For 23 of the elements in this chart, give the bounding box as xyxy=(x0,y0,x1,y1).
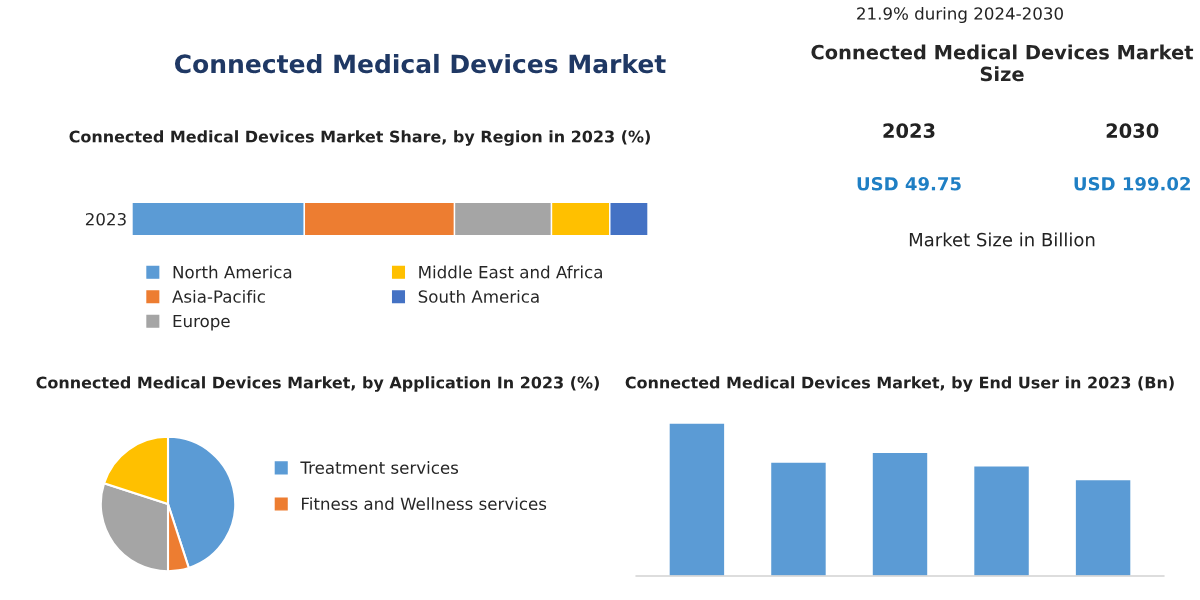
text: USD 49.75 xyxy=(857,176,961,191)
text: 2023 xyxy=(85,212,126,226)
legend-label: Asia-Pacific xyxy=(172,289,265,303)
legend-label: South America xyxy=(418,289,539,303)
bar xyxy=(972,465,1031,576)
chart-title: Connected Medical Devices Market, by End User in 2023 (Bn) xyxy=(625,376,1174,392)
legend-label: Fitness and Wellness services xyxy=(302,497,547,511)
bar xyxy=(871,451,929,576)
text: 2030 xyxy=(1106,123,1159,139)
legend-label: Europe xyxy=(173,314,230,331)
bar xyxy=(769,461,828,576)
legend-label: Treatment services xyxy=(300,461,459,474)
bar xyxy=(1074,478,1132,576)
text: 21.9% during 2024-2030 xyxy=(857,6,1063,24)
text: Connected Medical Devices Market xyxy=(174,53,666,74)
legend-label: North America xyxy=(173,265,292,279)
chart-title: Connected Medical Devices Market, by Application In 2023 (%) xyxy=(36,376,599,392)
text: USD 199.02 xyxy=(1074,176,1190,191)
text: Connected Medical Devices Market Size xyxy=(811,44,1194,82)
bar xyxy=(668,422,726,576)
text: Market Size in Billion xyxy=(909,232,1095,247)
legend-label: Middle East and Africa xyxy=(419,265,602,279)
text: Connected Medical Devices Market Share, by Region in 2023 (%) xyxy=(69,130,650,146)
